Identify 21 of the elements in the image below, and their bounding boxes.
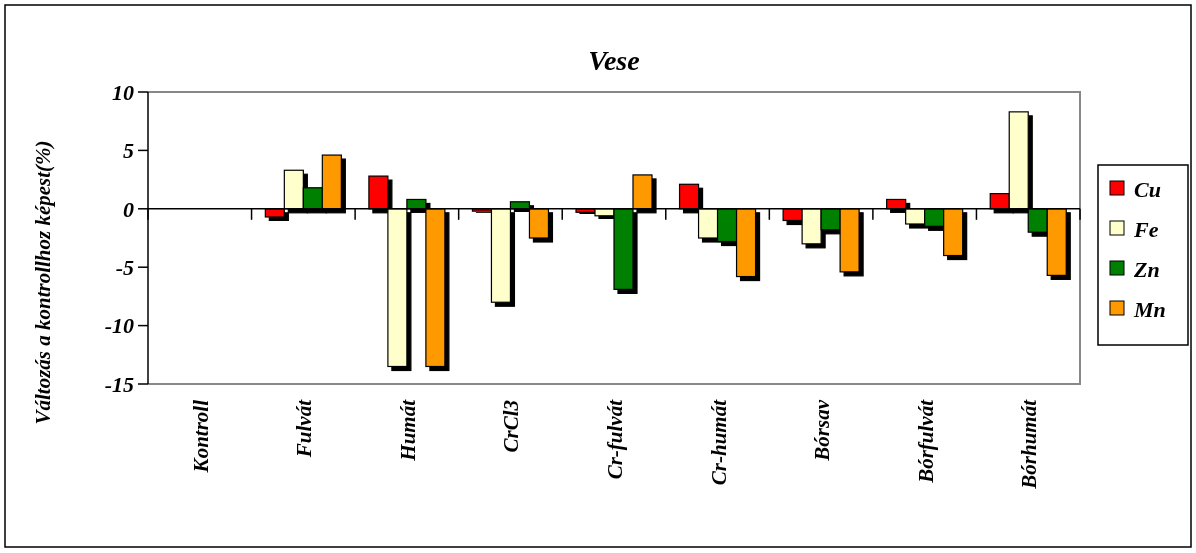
y-tick-label: 5: [123, 138, 134, 164]
x-tick-label: Bórhumát: [1017, 398, 1042, 490]
y-tick-label: 0: [123, 196, 134, 222]
x-tick-label: Kontroll: [188, 399, 213, 474]
x-tick-label: Humát: [395, 398, 420, 462]
legend-label: Fe: [1133, 216, 1159, 242]
legend-label: Zn: [1133, 256, 1160, 282]
chart-title: Vese: [588, 45, 640, 76]
y-tick-label: -5: [115, 254, 134, 280]
y-axis-title: Változás a kontrollhoz képest(%): [31, 140, 55, 425]
x-tick-label: CrCl3: [499, 400, 524, 453]
x-tick-label: Fulvát: [292, 398, 317, 459]
x-tick-label: Cr-humát: [706, 398, 731, 486]
y-tick-label: -15: [104, 371, 134, 397]
legend-label: Mn: [1133, 296, 1166, 322]
legend-label: Cu: [1134, 176, 1161, 202]
x-tick-label: Cr-fulvát: [603, 398, 627, 480]
x-tick-label: Bórfulvát: [913, 398, 938, 484]
y-tick-label: -10: [104, 313, 134, 339]
y-tick-label: 10: [112, 79, 134, 105]
x-tick-label: Bórsav: [810, 399, 835, 462]
